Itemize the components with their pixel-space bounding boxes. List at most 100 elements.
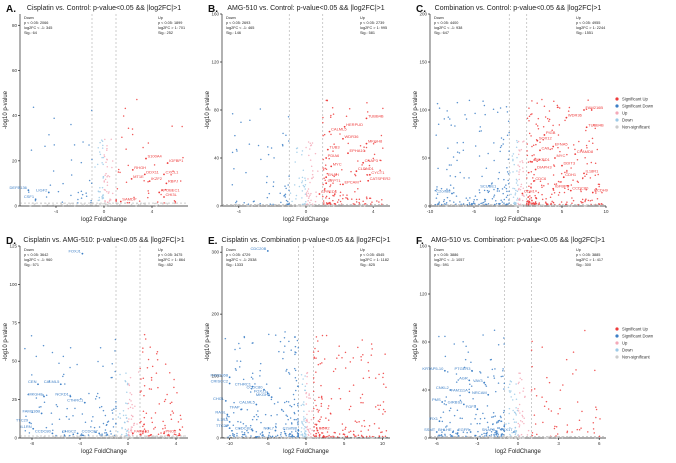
x-tick-label: -10 [226, 441, 233, 446]
gene-point [348, 408, 351, 411]
gene-point [505, 187, 508, 190]
gene-point [515, 421, 517, 423]
y-axis-label: -log10 p-value [413, 90, 419, 129]
gene-point [101, 433, 103, 435]
gene-point [27, 393, 29, 396]
gene-point [51, 423, 53, 425]
up-stat: Sig.: 581 [360, 31, 375, 35]
gene-point [488, 190, 490, 192]
up-stat: p < 0.05: 4545 [360, 253, 384, 257]
gene-point [103, 181, 105, 183]
gene-point [316, 408, 318, 411]
gene-point [499, 428, 502, 431]
gene-point [311, 203, 314, 205]
gene-point [142, 425, 144, 428]
down-stat: log2FC < -1: 2538 [226, 258, 257, 262]
gene-point [382, 376, 384, 379]
gene-point [96, 392, 99, 395]
gene-point [309, 433, 312, 435]
gene-point [306, 437, 308, 439]
x-tick-label: 0 [127, 441, 130, 446]
gene-point [305, 192, 308, 194]
gene-point [581, 198, 584, 201]
gene-point [106, 184, 109, 186]
gene-point [536, 125, 539, 127]
gene-point [502, 436, 505, 439]
y-tick-label: 160 [211, 12, 219, 17]
gene-point [547, 437, 549, 439]
x-axis-label: log2 FoldChange [283, 449, 329, 455]
gene-label: MKGH8 [368, 139, 383, 144]
gene-point [476, 436, 479, 438]
gene-point [496, 421, 498, 423]
gene-point [284, 331, 286, 333]
gene-point [126, 402, 129, 405]
gene-point [590, 108, 593, 110]
x-tick-label: -10 [427, 209, 434, 214]
gene-point [175, 436, 178, 438]
gene-point [114, 338, 117, 341]
gene-point [585, 173, 588, 175]
gene-point [257, 410, 259, 412]
gene-point [517, 204, 520, 207]
gene-point [531, 434, 534, 437]
gene-point [250, 435, 252, 437]
gene-point [105, 424, 108, 427]
gene-point-labeled [98, 432, 101, 435]
gene-point [313, 429, 315, 432]
gene-point [90, 420, 93, 422]
gene-point [528, 203, 530, 206]
gene-point [98, 196, 101, 199]
gene-point [287, 115, 290, 118]
gene-label: EGFR [458, 427, 469, 432]
gene-point [513, 163, 515, 166]
gene-point [481, 202, 483, 204]
gene-point [108, 204, 110, 207]
gene-point [38, 406, 41, 408]
gene-point [517, 437, 519, 439]
gene-point [461, 436, 463, 438]
gene-point [601, 203, 603, 205]
gene-point [497, 427, 499, 429]
gene-point [455, 381, 458, 383]
gene-point [587, 199, 590, 202]
gene-point [108, 191, 110, 193]
gene-point [126, 430, 128, 432]
gene-point [157, 433, 160, 435]
gene-point [362, 377, 365, 379]
gene-point-labeled [325, 157, 328, 159]
gene-point [450, 124, 452, 126]
gene-point [521, 435, 524, 438]
gene-point [361, 393, 364, 396]
gene-point [551, 129, 553, 132]
gene-point [356, 421, 358, 424]
gene-point [553, 191, 556, 194]
gene-point [282, 410, 285, 413]
gene-point [294, 161, 296, 163]
gene-point [581, 410, 583, 413]
gene-point [308, 431, 311, 434]
gene-point-labeled [27, 189, 30, 192]
gene-point [446, 110, 448, 112]
gene-point [365, 146, 368, 149]
y-tick-label: 0 [424, 436, 427, 441]
gene-point [503, 198, 506, 201]
gene-point [526, 434, 529, 436]
gene-point [102, 365, 104, 367]
gene-point [503, 178, 505, 181]
gene-point [311, 429, 313, 431]
gene-point [345, 426, 347, 429]
gene-point [590, 161, 593, 164]
gene-point [566, 424, 569, 426]
gene-point [61, 431, 64, 433]
gene-point [232, 204, 234, 206]
gene-point [346, 435, 349, 438]
gene-point [106, 190, 108, 193]
gene-point [457, 379, 460, 381]
gene-label: CNKL2 [436, 385, 450, 390]
gene-point [493, 142, 495, 144]
gene-point [249, 391, 252, 393]
gene-point [319, 418, 321, 421]
gene-point-labeled [330, 165, 333, 168]
gene-point-labeled [240, 408, 242, 411]
